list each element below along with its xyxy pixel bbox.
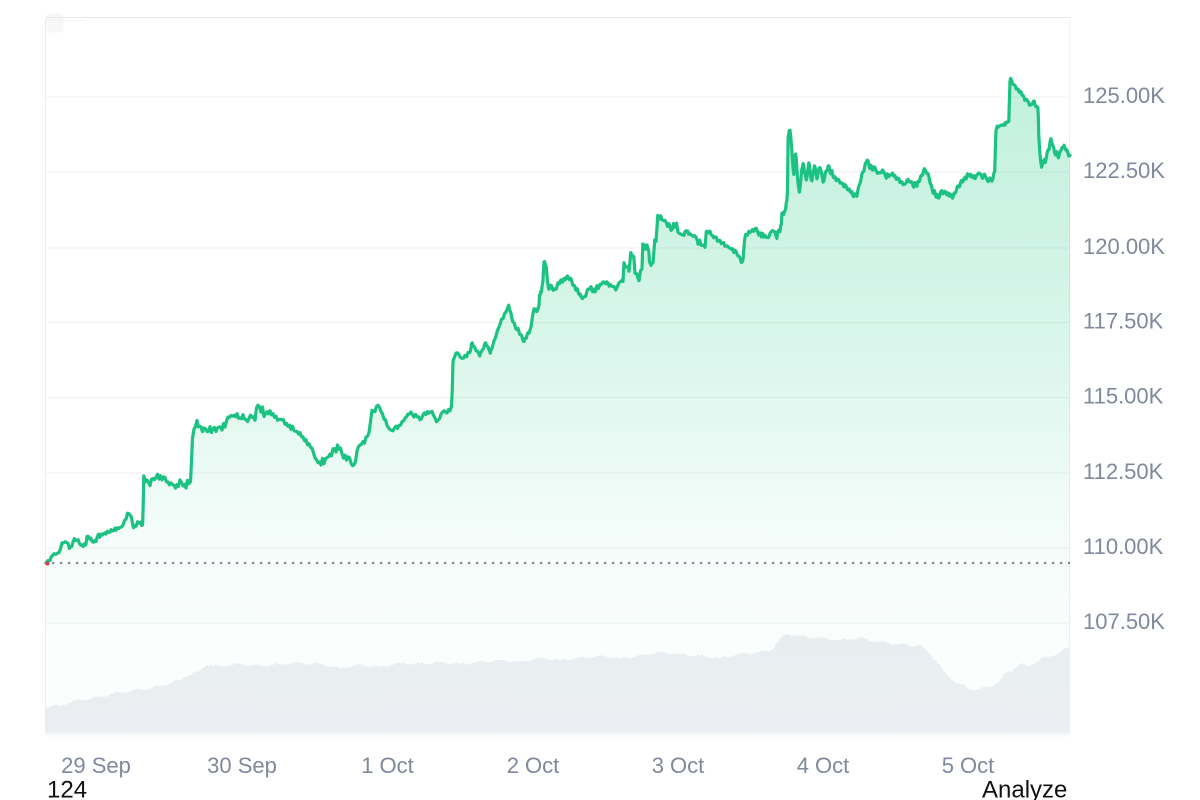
svg-text:29 Sep: 29 Sep [61, 753, 131, 778]
svg-text:122.50K: 122.50K [1083, 158, 1165, 183]
svg-text:107.50K: 107.50K [1083, 609, 1165, 634]
svg-text:112.50K: 112.50K [1083, 459, 1164, 484]
svg-text:125.00K: 125.00K [1083, 83, 1165, 108]
svg-text:5 Oct: 5 Oct [942, 753, 995, 778]
svg-text:3 Oct: 3 Oct [652, 753, 705, 778]
svg-text:30 Sep: 30 Sep [207, 753, 277, 778]
svg-text:124: 124 [47, 777, 87, 800]
svg-text:120.00K: 120.00K [1083, 234, 1165, 259]
svg-text:4 Oct: 4 Oct [797, 753, 850, 778]
svg-text:2 Oct: 2 Oct [507, 753, 560, 778]
svg-text:110.00K: 110.00K [1083, 534, 1164, 559]
svg-text:117.50K: 117.50K [1083, 309, 1164, 334]
svg-text:115.00K: 115.00K [1083, 384, 1164, 409]
svg-text:Analyze: Analyze [982, 777, 1067, 800]
svg-text:1 Oct: 1 Oct [361, 753, 414, 778]
